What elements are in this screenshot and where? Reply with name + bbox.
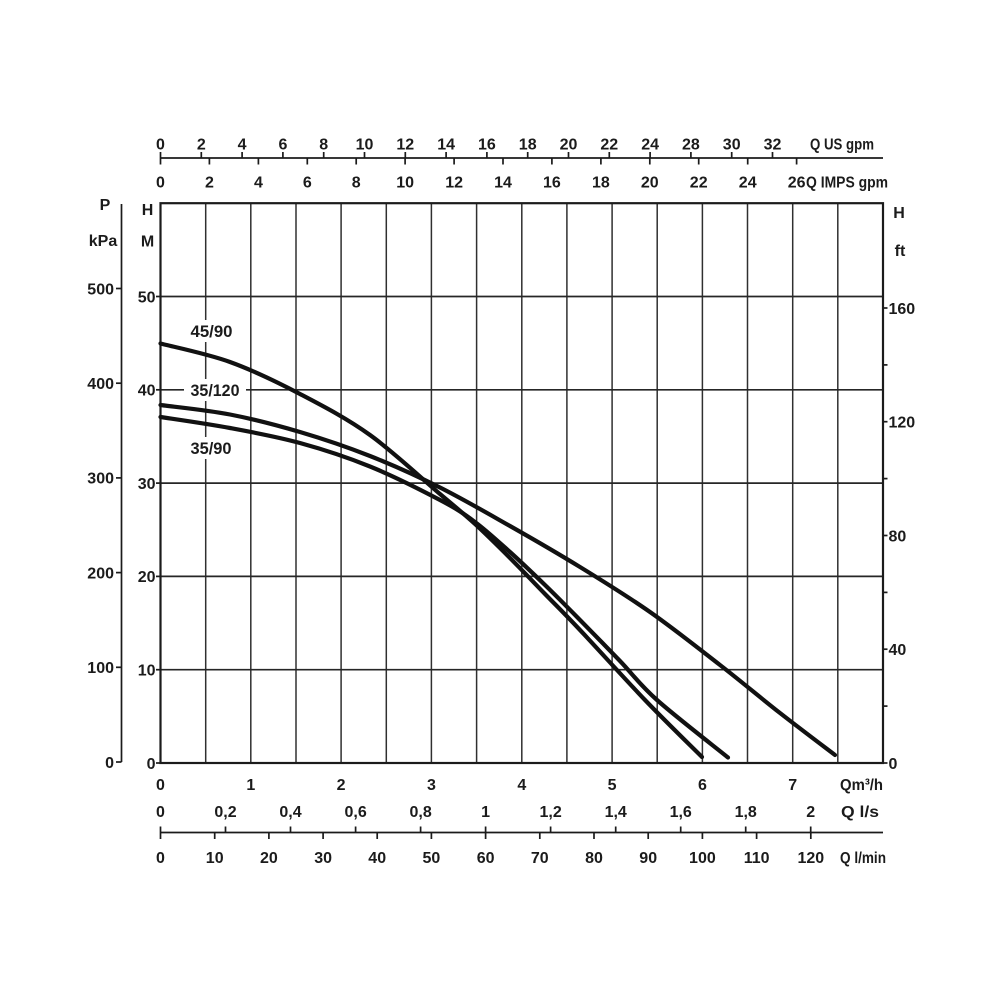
svg-text:500: 500 [87,281,114,298]
svg-text:2: 2 [806,804,815,821]
svg-text:Q l/min: Q l/min [840,850,886,867]
svg-text:120: 120 [889,415,916,432]
svg-text:300: 300 [87,471,114,488]
svg-text:32: 32 [764,137,782,154]
svg-text:35/120: 35/120 [191,382,240,400]
svg-text:0: 0 [156,175,165,192]
svg-text:1,4: 1,4 [605,804,627,821]
svg-text:8: 8 [352,175,361,192]
svg-text:10: 10 [396,175,414,192]
svg-text:60: 60 [477,850,495,867]
svg-text:ft: ft [895,243,906,260]
svg-text:10: 10 [138,663,156,680]
svg-text:35/90: 35/90 [191,440,232,458]
svg-text:0: 0 [147,756,156,773]
svg-text:160: 160 [889,301,916,318]
svg-text:40: 40 [368,850,386,867]
svg-text:40: 40 [889,642,907,659]
svg-text:2: 2 [197,137,206,154]
svg-text:20: 20 [138,569,156,586]
svg-text:70: 70 [531,850,549,867]
svg-text:8: 8 [319,137,328,154]
svg-text:30: 30 [314,850,332,867]
svg-text:12: 12 [445,175,463,192]
svg-text:0,8: 0,8 [409,804,431,821]
svg-text:4: 4 [254,175,263,192]
svg-text:7: 7 [788,777,797,794]
svg-text:2: 2 [337,777,346,794]
svg-text:0,4: 0,4 [279,804,301,821]
svg-text:0,2: 0,2 [214,804,236,821]
svg-text:18: 18 [519,137,537,154]
svg-text:20: 20 [560,137,578,154]
svg-text:24: 24 [739,175,757,192]
svg-text:5: 5 [608,777,617,794]
svg-text:0: 0 [156,137,165,154]
svg-text:28: 28 [682,137,700,154]
svg-text:Q US gpm: Q US gpm [810,137,874,154]
svg-text:H: H [142,202,154,219]
svg-text:50: 50 [423,850,441,867]
svg-text:2: 2 [205,175,214,192]
svg-text:1,8: 1,8 [735,804,757,821]
svg-text:20: 20 [641,175,659,192]
svg-text:16: 16 [543,175,561,192]
svg-text:100: 100 [87,660,114,677]
svg-text:4: 4 [517,777,526,794]
svg-text:24: 24 [641,137,659,154]
svg-text:14: 14 [437,137,455,154]
svg-text:30: 30 [138,476,156,493]
svg-text:18: 18 [592,175,610,192]
svg-text:0: 0 [889,756,898,773]
svg-text:16: 16 [478,137,496,154]
svg-text:26: 26 [788,175,806,192]
svg-text:40: 40 [138,383,156,400]
svg-text:22: 22 [690,175,708,192]
svg-text:12: 12 [396,137,414,154]
svg-text:Q IMPS gpm: Q IMPS gpm [806,175,888,192]
svg-text:22: 22 [600,137,618,154]
svg-text:Qm³/h: Qm³/h [840,777,883,794]
svg-text:6: 6 [698,777,707,794]
svg-text:14: 14 [494,175,512,192]
svg-text:100: 100 [689,850,716,867]
svg-text:50: 50 [138,289,156,306]
svg-text:0: 0 [156,777,165,794]
svg-text:1: 1 [246,777,255,794]
svg-text:0,6: 0,6 [344,804,366,821]
svg-text:80: 80 [585,850,603,867]
svg-text:6: 6 [303,175,312,192]
svg-text:45/90: 45/90 [191,323,233,341]
svg-text:20: 20 [260,850,278,867]
svg-text:80: 80 [889,528,907,545]
svg-text:1,6: 1,6 [670,804,692,821]
svg-text:1,2: 1,2 [539,804,561,821]
svg-text:H: H [893,205,905,222]
svg-text:M: M [141,234,154,251]
svg-text:4: 4 [238,137,247,154]
svg-text:3: 3 [427,777,436,794]
svg-text:0: 0 [105,755,114,772]
svg-text:10: 10 [356,137,374,154]
svg-text:Q l/s: Q l/s [841,804,879,821]
svg-text:0: 0 [156,804,165,821]
svg-text:kPa: kPa [89,233,118,250]
svg-text:110: 110 [744,850,770,867]
svg-text:30: 30 [723,137,741,154]
svg-text:400: 400 [87,376,114,393]
svg-text:90: 90 [639,850,657,867]
svg-text:P: P [100,197,111,214]
svg-text:120: 120 [797,850,824,867]
svg-text:10: 10 [206,850,224,867]
svg-text:6: 6 [278,137,287,154]
svg-text:1: 1 [481,804,490,821]
svg-text:0: 0 [156,850,165,867]
svg-text:200: 200 [87,565,114,582]
